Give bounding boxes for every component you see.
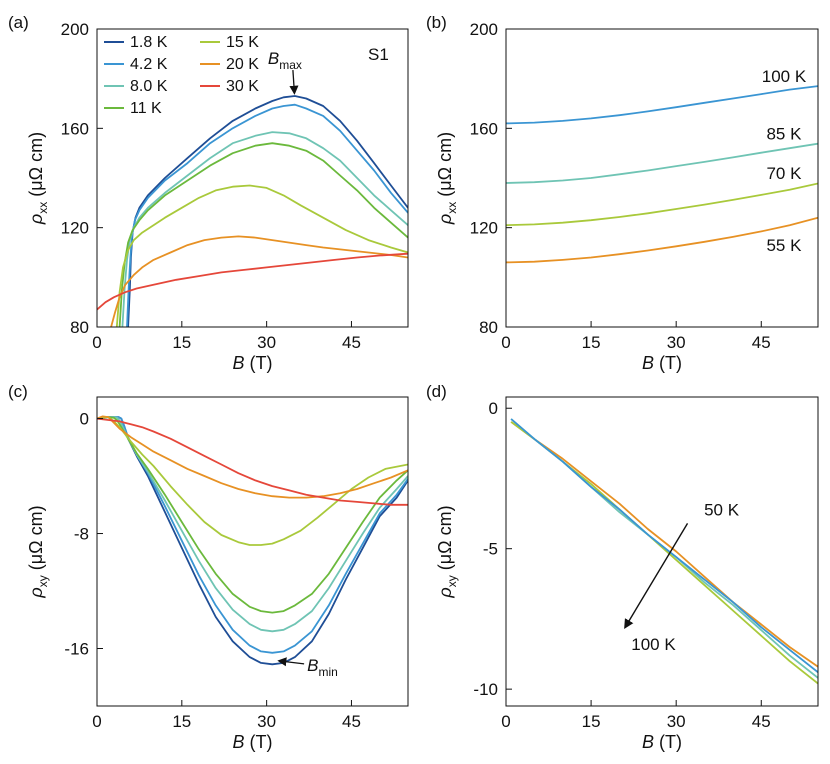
x-tick-label: 0: [92, 333, 101, 352]
series-group: [510, 418, 818, 685]
x-axis-label: B (T): [642, 732, 682, 752]
temperature-arrow: [624, 523, 689, 630]
panel-label-c: (c): [8, 382, 28, 401]
legend-entry: 4.2 K: [130, 56, 168, 73]
bmax-arrow: [289, 70, 299, 95]
x-tick-label: 30: [257, 712, 276, 731]
series-line-15-K: [115, 184, 408, 327]
plot-frame: [96, 396, 409, 707]
x-tick-label: 0: [92, 712, 101, 731]
series-line-85-K: [506, 142, 818, 184]
y-tick-label: 120: [470, 219, 498, 238]
x-axis-label: B (T): [233, 353, 273, 373]
bmin-label: Bmin: [307, 656, 338, 679]
label-50k: 50 K: [704, 500, 740, 519]
y-tick-label: 80: [70, 318, 89, 337]
x-tick-label: 45: [752, 712, 771, 731]
x-tick-label: 0: [501, 712, 510, 731]
y-tick-label: -8: [74, 525, 89, 544]
y-tick-label: 160: [470, 119, 498, 138]
legend-entry: 15 K: [226, 34, 259, 51]
series-line-20-K: [110, 235, 408, 327]
panel-a: 0 15 30 45 80 120 160 200 B (T) ρxx (μΩ cm) 1.8 K 4…: [26, 20, 409, 373]
series-line-4-2-K: [97, 416, 408, 654]
series-label: 85 K: [766, 124, 802, 143]
x-tick-label: 45: [342, 712, 361, 731]
series-line-100-K: [510, 418, 818, 674]
x-tick-label: 30: [257, 333, 276, 352]
x-tick-label: 0: [501, 333, 510, 352]
x-tick-label: 45: [752, 333, 771, 352]
panel-label-a: (a): [8, 13, 29, 32]
y-tick-label: -16: [64, 640, 89, 659]
panel-d: 0 15 30 45 0 -5 -10 B (T) ρxy (μΩ cm) 50 K 100 K: [435, 396, 819, 752]
series-line-30-K: [97, 252, 408, 311]
label-100k: 100 K: [631, 635, 676, 654]
legend-entry: 8.0 K: [130, 78, 168, 95]
legend-entry: 1.8 K: [130, 34, 168, 51]
x-tick-label: 15: [172, 712, 191, 731]
series-line-30-K: [97, 417, 408, 506]
bmax-label: Bmax: [268, 49, 302, 72]
series-group: [97, 415, 408, 666]
series-line-11-K: [97, 416, 408, 614]
x-tick-label: 30: [667, 333, 686, 352]
series-line-1-8-K: [97, 416, 408, 666]
y-tick-label: 0: [489, 399, 498, 418]
sample-label: S1: [368, 45, 389, 64]
legend-entry: 20 K: [226, 56, 259, 73]
x-tick-label: 15: [172, 333, 191, 352]
series-line-20-K: [97, 415, 408, 499]
plot-frame: [505, 28, 819, 328]
series-group: [506, 85, 818, 264]
legend: 1.8 K 4.2 K 8.0 K 11 K 15 K 20 K 30 K: [104, 34, 259, 117]
bmin-arrow: [277, 657, 305, 667]
series-line-50-K: [510, 421, 818, 668]
y-axis-label: ρxx (μΩ cm): [26, 132, 50, 225]
series-line-15-K: [97, 416, 408, 546]
y-tick-label: 200: [470, 20, 498, 39]
panel-c: 0 15 30 45 0 -8 -16 B (T) ρxy (μΩ cm) Bmin: [26, 396, 409, 752]
y-tick-label: 160: [61, 119, 89, 138]
series-line-8-0-K: [97, 416, 408, 633]
series-line-70-K: [506, 182, 818, 227]
x-axis-label: B (T): [642, 353, 682, 373]
series-label: 55 K: [766, 236, 802, 255]
x-tick-label: 15: [582, 333, 601, 352]
y-tick-label: 200: [61, 20, 89, 39]
series-line-55-K: [506, 216, 818, 264]
series-group: [97, 95, 408, 327]
y-tick-label: 80: [479, 318, 498, 337]
x-tick-label: 30: [667, 712, 686, 731]
plot-frame: [505, 396, 819, 707]
series-label: 100 K: [762, 67, 807, 86]
legend-entry: 30 K: [226, 78, 259, 95]
y-axis-label: ρxy (μΩ cm): [435, 505, 459, 598]
y-tick-label: -5: [483, 540, 498, 559]
x-axis-label: B (T): [233, 732, 273, 752]
series-label: 70 K: [766, 164, 802, 183]
series-line-11-K: [118, 142, 408, 327]
y-tick-label: 120: [61, 219, 89, 238]
x-tick-label: 15: [582, 712, 601, 731]
series-line-1-8-K: [127, 95, 408, 327]
panel-b: 0 15 30 45 80 120 160 200 B (T) ρxx (μΩ cm) 100 K 8…: [435, 20, 819, 373]
x-tick-label: 45: [342, 333, 361, 352]
panel-label-d: (d): [426, 382, 447, 401]
plot-frame: [96, 28, 409, 328]
y-axis-label: ρxy (μΩ cm): [26, 505, 50, 598]
y-axis-label: ρxx (μΩ cm): [435, 132, 459, 225]
series-line-100-K: [506, 85, 818, 125]
y-tick-label: 0: [80, 410, 89, 429]
panel-label-b: (b): [426, 13, 447, 32]
legend-entry: 11 K: [130, 100, 162, 117]
y-tick-label: -10: [473, 680, 498, 699]
